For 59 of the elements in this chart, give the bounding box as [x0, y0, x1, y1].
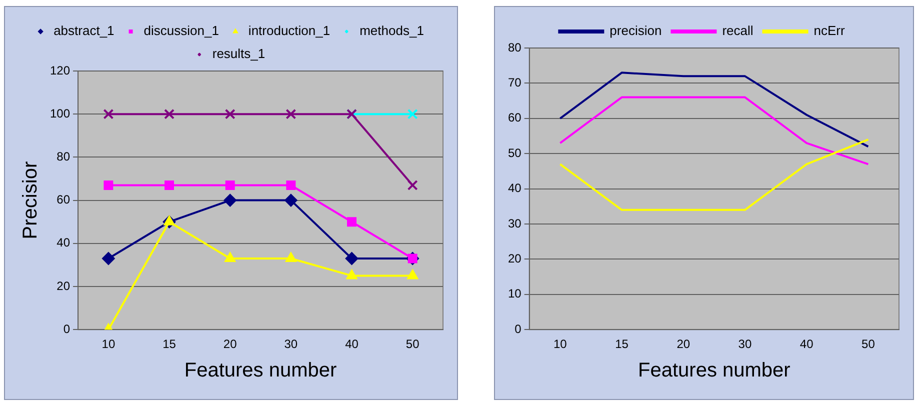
y-tick-label: 10	[508, 286, 522, 301]
point	[164, 180, 174, 190]
x-tick-label: 20	[223, 337, 238, 352]
y-tick-label: 20	[508, 252, 522, 266]
y-axis-title: Precisior	[20, 161, 42, 240]
x-tick-label: 30	[738, 337, 752, 352]
point	[285, 252, 297, 262]
point	[284, 194, 298, 207]
legend-label: precision	[610, 23, 662, 38]
point	[224, 252, 236, 262]
point	[224, 108, 236, 120]
point	[103, 108, 114, 120]
legend-label: abstract_1	[54, 23, 114, 38]
y-tick-label: 50	[508, 146, 522, 160]
x-tick-label: 50	[406, 337, 420, 352]
y-tick-label: 40	[508, 181, 522, 196]
x-tick-label: 15	[615, 337, 629, 352]
legend-label: introduction_1	[248, 23, 330, 38]
x-tick-label: 50	[862, 337, 876, 352]
point	[102, 252, 115, 265]
point	[406, 269, 418, 280]
x-tick-label: 40	[800, 337, 814, 352]
y-tick-label: 120	[50, 63, 70, 78]
point	[164, 108, 175, 120]
point	[164, 215, 175, 226]
legend-label: discussion_1	[144, 23, 219, 38]
y-tick-label: 80	[56, 150, 70, 164]
x-tick-label: 10	[553, 337, 568, 352]
point	[407, 180, 418, 190]
y-tick-label: 80	[508, 40, 522, 54]
y-tick-label: 0	[63, 322, 70, 336]
point	[224, 194, 237, 207]
point	[104, 180, 114, 190]
x-tick-label: 10	[102, 337, 116, 352]
x-axis-title: Features number	[638, 360, 791, 382]
y-tick-label: 60	[508, 110, 522, 125]
point	[286, 108, 296, 120]
point	[407, 108, 418, 120]
y-tick-label: 100	[50, 106, 70, 120]
y-tick-label: 20	[56, 278, 70, 293]
y-tick-label: 60	[56, 192, 70, 207]
point	[225, 180, 235, 190]
x-tick-label: 20	[676, 337, 690, 352]
point	[286, 180, 296, 190]
y-tick-label: 0	[514, 322, 522, 336]
legend-label: methods_1	[360, 23, 424, 38]
point	[345, 252, 358, 265]
x-tick-label: 15	[162, 337, 176, 352]
point	[346, 269, 358, 280]
x-tick-label: 40	[345, 337, 359, 352]
x-tick-label: 30	[284, 337, 298, 352]
legend-label: results_1	[212, 46, 266, 62]
y-tick-label: 70	[508, 76, 522, 90]
legend-label: ncErr	[814, 23, 846, 38]
y-tick-label: 40	[56, 236, 70, 250]
legend-label: recall	[722, 23, 754, 38]
x-axis-title: Features number	[184, 360, 337, 382]
y-tick-label: 30	[508, 216, 522, 230]
point	[347, 217, 356, 227]
